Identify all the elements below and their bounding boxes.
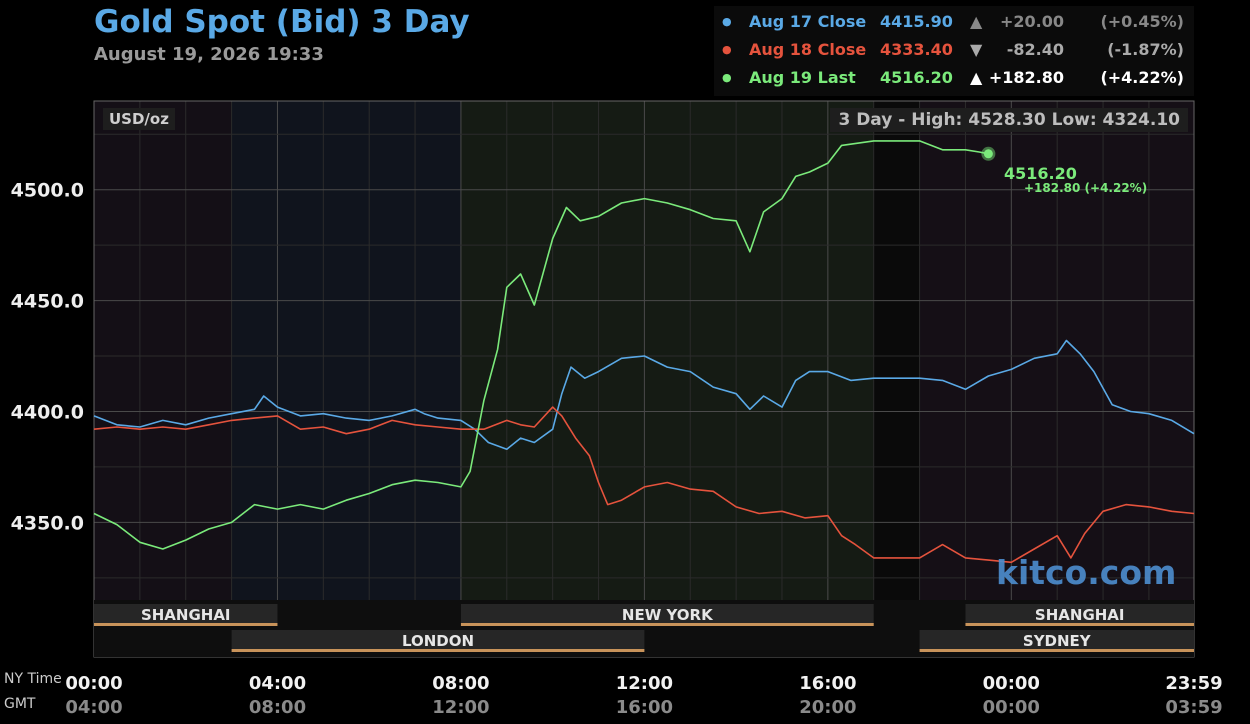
legend-percent: (-1.87%) <box>1107 40 1184 59</box>
session-label: SHANGHAI <box>1035 606 1125 624</box>
up-arrow-icon: ▲ <box>970 12 983 31</box>
session-box <box>94 604 278 624</box>
session-shade <box>231 101 461 657</box>
gmt-label: GMT <box>4 696 36 712</box>
session-box <box>460 604 874 624</box>
x-tick-label-gmt: 00:00 <box>983 697 1040 718</box>
session-box <box>231 630 645 650</box>
legend-label: Aug 17 Close <box>749 12 867 31</box>
session-label: LONDON <box>402 632 474 650</box>
legend-label: Aug 19 Last <box>749 68 856 87</box>
legend-percent: (+4.22%) <box>1100 68 1184 87</box>
legend: ● Aug 17 Close 4415.90 ▲ +20.00 (+0.45%)… <box>714 6 1194 96</box>
x-tick-label-ny: 04:00 <box>249 673 306 694</box>
legend-dot-icon: ● <box>722 15 732 28</box>
kitco-watermark: kitco.com <box>996 553 1177 592</box>
session-bar <box>94 623 278 626</box>
session-shade <box>460 101 874 657</box>
session-bar <box>460 623 874 626</box>
x-tick-label-ny: 00:00 <box>983 673 1040 694</box>
session-bar <box>965 623 1194 626</box>
x-tick-label-ny: 08:00 <box>432 673 489 694</box>
ny-time-label: NY Time <box>4 671 62 687</box>
legend-value: 4333.40 <box>880 40 953 59</box>
session-box <box>919 630 1194 650</box>
x-tick-label-gmt: 20:00 <box>799 697 856 718</box>
x-axis: 00:00 04:00 04:00 08:00 08:00 12:00 12:00 16:00… <box>65 673 1222 718</box>
chart-title: Gold Spot (Bid) 3 Day <box>94 4 470 40</box>
legend-change: -82.40 <box>1006 40 1064 59</box>
session-bars: SHANGHAI NEW YORK SHANGHAI LONDON SYDNEY <box>94 600 1194 657</box>
x-tick-label-gmt: 16:00 <box>616 697 673 718</box>
y-tick-label: 4450.0 <box>11 291 84 313</box>
legend-dot-icon: ● <box>722 71 732 84</box>
series-line-3 <box>93 140 989 550</box>
legend-percent: (+0.45%) <box>1100 12 1184 31</box>
legend-value: 4415.90 <box>880 12 953 31</box>
legend-row-aug17: ● Aug 17 Close 4415.90 ▲ +20.00 (+0.45%) <box>714 12 1194 38</box>
session-label: SHANGHAI <box>141 606 231 624</box>
series-lines <box>93 140 1195 564</box>
series-line-2 <box>93 406 1195 564</box>
x-tick-label-ny: 00:00 <box>65 673 122 694</box>
down-arrow-icon: ▼ <box>970 40 983 59</box>
series-line-1 <box>93 339 1195 450</box>
x-tick-label-ny: 12:00 <box>616 673 673 694</box>
high-low-readout: 3 Day - High: 4528.30 Low: 4324.10 <box>830 108 1188 132</box>
session-bar <box>231 649 645 652</box>
x-tick-label-ny: 23:59 <box>1165 673 1222 694</box>
session-bar <box>919 649 1194 652</box>
legend-row-aug18: ● Aug 18 Close 4333.40 ▼ -82.40 (-1.87%) <box>714 40 1194 66</box>
y-tick-label: 4500.0 <box>11 180 84 202</box>
x-tick-label-ny: 16:00 <box>799 673 856 694</box>
y-tick-label: 4350.0 <box>11 512 84 534</box>
y-axis: 4350.0 4400.0 4450.0 4500.0 <box>11 180 84 535</box>
x-tick-label-gmt: 03:59 <box>1165 697 1222 718</box>
legend-change: +20.00 <box>999 12 1064 31</box>
chart-subtitle: August 19, 2026 19:33 <box>94 44 324 65</box>
session-label: NEW YORK <box>622 606 714 624</box>
session-box <box>965 604 1194 624</box>
legend-label: Aug 18 Close <box>749 40 867 59</box>
legend-change: +182.80 <box>988 68 1064 87</box>
unit-label: USD/oz <box>103 108 175 130</box>
grid-lines <box>94 101 1194 600</box>
legend-row-aug19: ● Aug 19 Last 4516.20 ▲ +182.80 (+4.22%) <box>714 68 1194 94</box>
session-label: SYDNEY <box>1023 632 1092 650</box>
up-arrow-icon: ▲ <box>970 68 983 87</box>
last-change-label: +182.80 (+4.22%) <box>1024 181 1148 195</box>
legend-dot-icon: ● <box>722 43 732 56</box>
session-shade <box>94 101 232 657</box>
x-tick-label-gmt: 12:00 <box>432 697 489 718</box>
last-point-marker <box>983 149 993 159</box>
legend-value: 4516.20 <box>880 68 953 87</box>
last-price-label: 4516.20 <box>1004 164 1077 183</box>
x-tick-label-gmt: 04:00 <box>65 697 122 718</box>
x-tick-label-gmt: 08:00 <box>249 697 306 718</box>
y-tick-label: 4400.0 <box>11 401 84 423</box>
